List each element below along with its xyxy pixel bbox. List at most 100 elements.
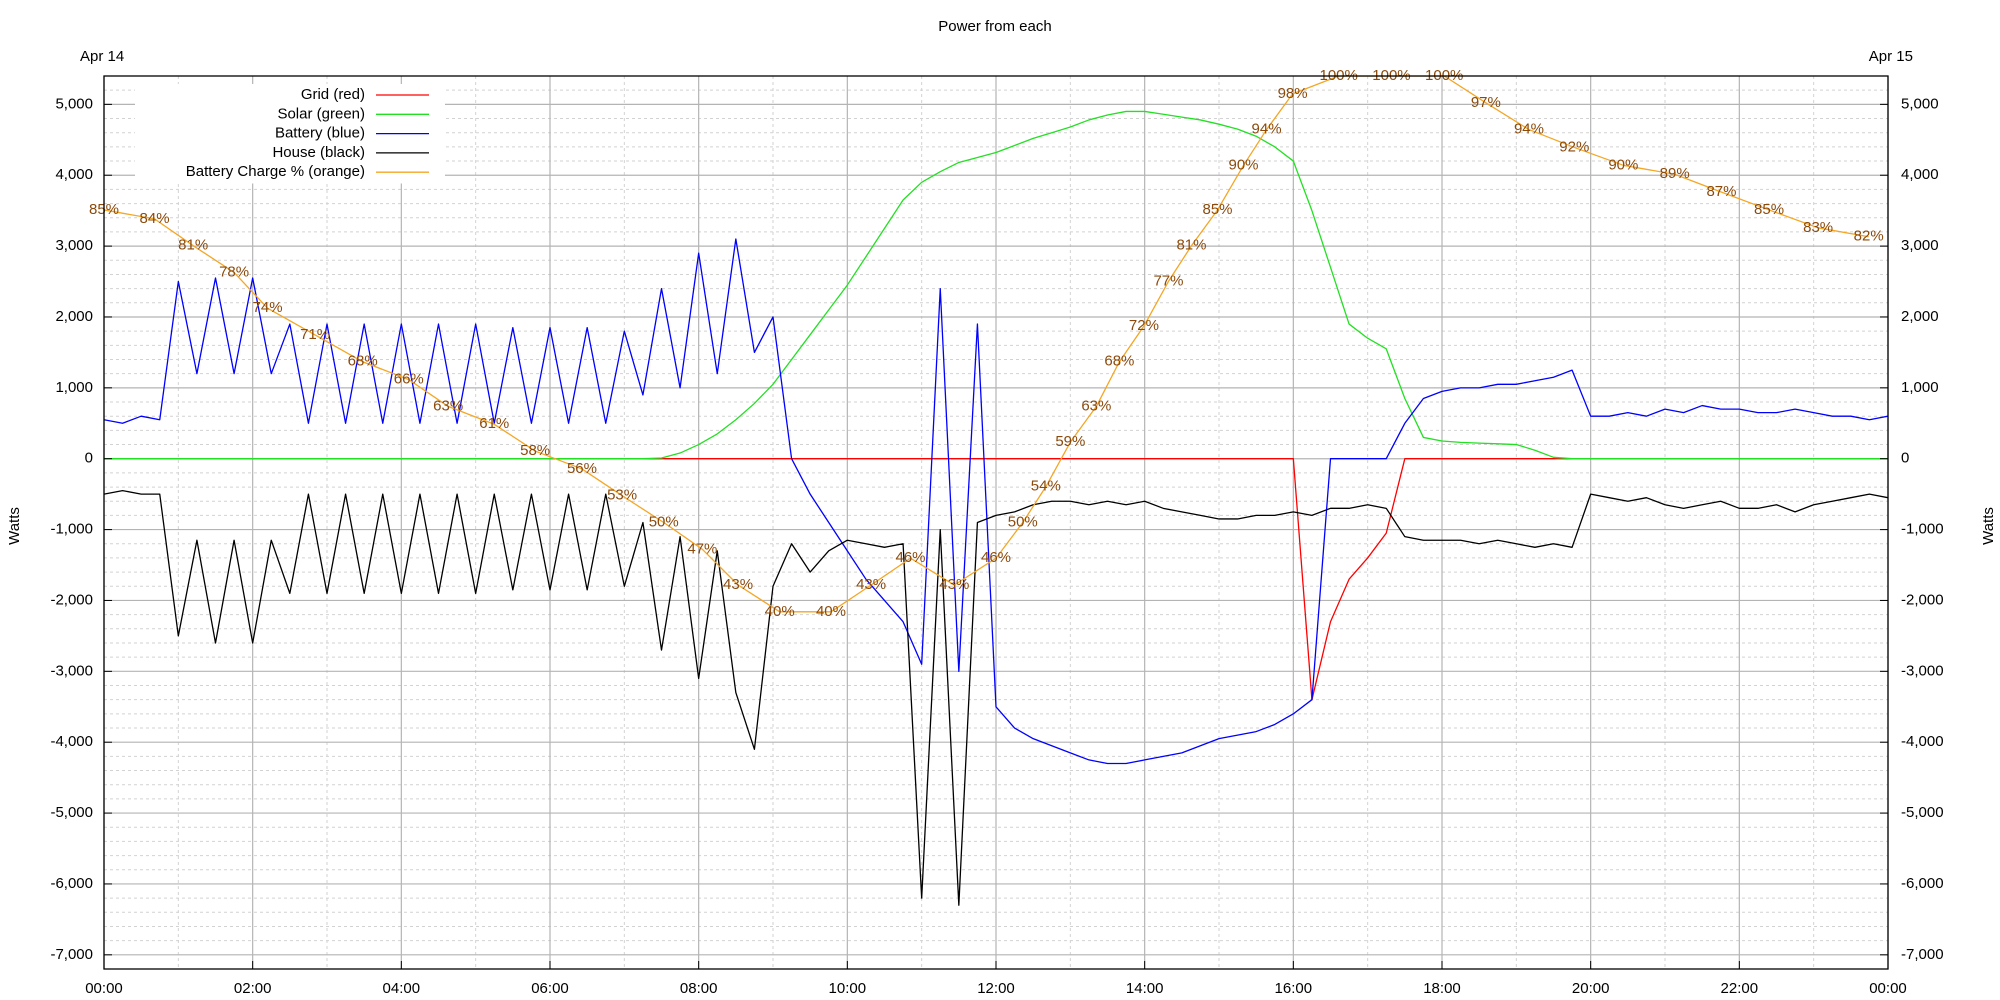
data-label: 68% [1104,353,1134,370]
x-tick-label: 12:00 [977,980,1015,997]
x-tick-label: 22:00 [1721,980,1759,997]
y2-tick-label: 5,000 [1901,95,1939,112]
y-tick-label: -5,000 [50,804,93,821]
data-label: 50% [649,513,679,530]
y-tick-label: -7,000 [50,946,93,963]
data-label: 82% [1854,228,1884,245]
y2-tick-label: 3,000 [1901,237,1939,254]
y2-tick-label: -6,000 [1901,875,1944,892]
end-date: Apr 15 [1869,48,1913,65]
data-label: 63% [433,397,463,414]
data-label: 50% [1008,513,1038,530]
y2-tick-label: -4,000 [1901,733,1944,750]
axes: 00:00 02:00 04:00 06:00 08:00 10:00 12:00 14:00… [50,95,1943,997]
x-tick-label: 20:00 [1572,980,1610,997]
data-label: 63% [1081,397,1111,414]
series-line [104,238,1888,765]
data-label: 98% [1278,85,1308,102]
data-label: 43% [939,576,969,593]
data-label: 56% [567,460,597,477]
data-label: 85% [1754,201,1784,218]
legend-label: Battery Charge % (orange) [186,163,365,180]
y-tick-label: -3,000 [50,662,93,679]
series-line [104,489,1888,906]
data-label: 84% [140,210,170,227]
y2-tick-label: -2,000 [1901,591,1944,608]
data-label: 87% [1706,183,1736,200]
y2-tick-label: -1,000 [1901,521,1944,538]
y2-tick-label: 1,000 [1901,379,1939,396]
data-label: 97% [1471,94,1501,111]
x-tick-label: 14:00 [1126,980,1164,997]
y-tick-label: 3,000 [55,237,93,254]
data-label: 85% [1202,201,1232,218]
data-label: 89% [1660,165,1690,182]
y2-tick-label: -5,000 [1901,804,1944,821]
legend-label: Battery (blue) [275,125,365,142]
legend: Grid (red) Solar (green) Battery (blue) Hou… [135,84,445,184]
y2-tick-label: -7,000 [1901,946,1944,963]
y-tick-label: 4,000 [55,166,93,183]
y2-tick-label: 2,000 [1901,308,1939,325]
x-tick-label: 04:00 [383,980,421,997]
y-tick-label: -1,000 [50,521,93,538]
start-date: Apr 14 [80,48,124,65]
y2-tick-label: 0 [1901,450,1909,467]
data-label: 72% [1129,317,1159,334]
data-label: 90% [1229,156,1259,173]
legend-label: Grid (red) [301,86,365,103]
data-label: 43% [723,576,753,593]
chart-title: Power from each [938,18,1051,35]
series-line [104,110,1888,460]
data-label: 46% [981,549,1011,566]
y2-axis-label: Watts [1980,507,1997,545]
data-label: 94% [1514,121,1544,138]
data-labels: 85% 84% 81% 78% 74% 71% 68% 66% 63% 61% 58% 56% 53% 5… [89,67,1884,620]
data-label: 78% [219,263,249,280]
x-tick-label: 16:00 [1275,980,1313,997]
data-label: 53% [607,487,637,504]
legend-label: Solar (green) [277,105,365,122]
data-label: 74% [253,299,283,316]
x-tick-label: 06:00 [531,980,569,997]
data-label: 40% [816,603,846,620]
data-label: 71% [300,326,330,343]
data-label: 68% [348,353,378,370]
series-line [104,76,1869,613]
x-tick-label: 00:00 [1869,980,1907,997]
data-label: 58% [520,442,550,459]
y-axis-label: Watts [6,507,23,545]
y-tick-label: 1,000 [55,379,93,396]
x-tick-label: 10:00 [829,980,867,997]
data-label: 94% [1252,121,1282,138]
data-label: 81% [1176,237,1206,254]
data-label: 90% [1608,156,1638,173]
data-label: 46% [896,549,926,566]
y-tick-label: -2,000 [50,591,93,608]
data-label: 92% [1559,138,1589,155]
y-tick-label: 2,000 [55,308,93,325]
y-tick-label: -6,000 [50,875,93,892]
data-label: 54% [1031,478,1061,495]
y-tick-label: 5,000 [55,95,93,112]
x-tick-label: 18:00 [1423,980,1461,997]
x-tick-label: 08:00 [680,980,718,997]
data-label: 83% [1803,219,1833,236]
data-label: 61% [479,415,509,432]
data-label: 40% [765,603,795,620]
data-label: 81% [178,237,208,254]
x-tick-label: 00:00 [85,980,123,997]
plot-area [104,76,1888,906]
legend-label: House (black) [272,144,365,161]
data-label: 59% [1055,433,1085,450]
x-tick-label: 02:00 [234,980,272,997]
y-tick-label: -4,000 [50,733,93,750]
y2-tick-label: 4,000 [1901,166,1939,183]
data-label: 66% [394,371,424,388]
y-tick-label: 0 [85,450,93,467]
y2-tick-label: -3,000 [1901,662,1944,679]
data-label: 43% [856,576,886,593]
data-label: 77% [1153,272,1183,289]
